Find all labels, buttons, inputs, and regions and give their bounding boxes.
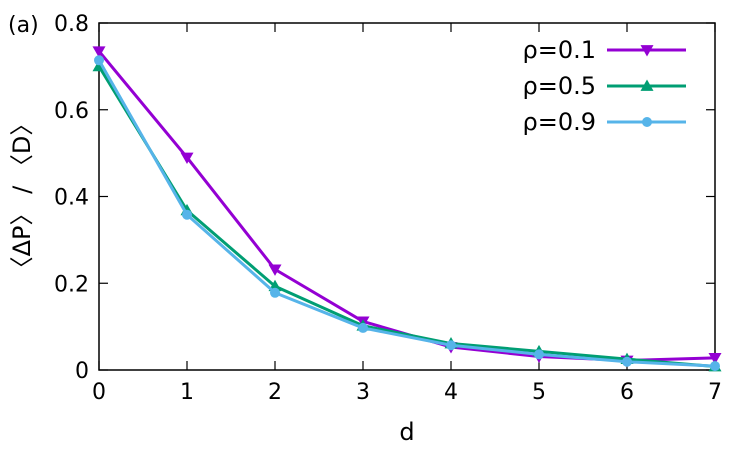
data-point <box>446 340 456 351</box>
x-tick-label: 0 <box>92 380 106 405</box>
x-tick-label: 1 <box>180 380 194 405</box>
plot-frame <box>98 22 716 371</box>
data-point <box>268 264 282 276</box>
data-point <box>182 209 192 220</box>
x-axis-label: d <box>399 418 414 446</box>
legend-swatch-marker <box>642 117 652 127</box>
legend-swatch-marker <box>640 79 654 91</box>
data-point <box>710 361 720 372</box>
series-layer <box>92 46 722 372</box>
axis-ticks: 0 1 2 3 4 5 6 7 0 0.2 0.4 0.6 0.8 <box>54 12 722 405</box>
legend-label: ρ=0.5 <box>522 72 596 100</box>
data-point <box>94 55 104 66</box>
x-tick-label: 7 <box>708 380 722 405</box>
legend-label: ρ=0.9 <box>522 108 596 136</box>
legend: ρ=0.1 ρ=0.5 ρ=0.9 <box>522 36 686 136</box>
y-tick-label: 0 <box>75 359 89 384</box>
legend-entry: ρ=0.1 <box>522 36 686 64</box>
data-point <box>270 287 280 298</box>
x-tick-label: 3 <box>356 380 370 405</box>
x-tick-label: 4 <box>444 380 458 405</box>
legend-label: ρ=0.1 <box>522 36 596 64</box>
series-3 <box>94 55 720 372</box>
series-line <box>97 65 716 369</box>
legend-entry: ρ=0.5 <box>522 72 686 100</box>
y-tick-label: 0.2 <box>54 272 89 297</box>
panel-label: (a) <box>8 13 39 38</box>
data-point <box>92 46 106 58</box>
series-line <box>97 59 716 368</box>
y-tick-label: 0.8 <box>54 12 89 37</box>
data-point <box>534 349 544 360</box>
y-axis-label: 〈ΔP〉 / 〈D〉 <box>8 112 36 281</box>
x-tick-label: 5 <box>532 380 546 405</box>
legend-swatch-marker <box>640 45 654 57</box>
data-point <box>180 152 194 164</box>
x-tick-label: 6 <box>620 380 634 405</box>
legend-entry: ρ=0.9 <box>522 108 686 136</box>
x-tick-label: 2 <box>268 380 282 405</box>
series-line <box>97 50 716 362</box>
data-point <box>708 352 722 365</box>
data-point <box>358 322 368 333</box>
y-tick-label: 0.6 <box>54 99 89 124</box>
y-tick-label: 0.4 <box>54 186 89 211</box>
data-point <box>622 356 632 367</box>
